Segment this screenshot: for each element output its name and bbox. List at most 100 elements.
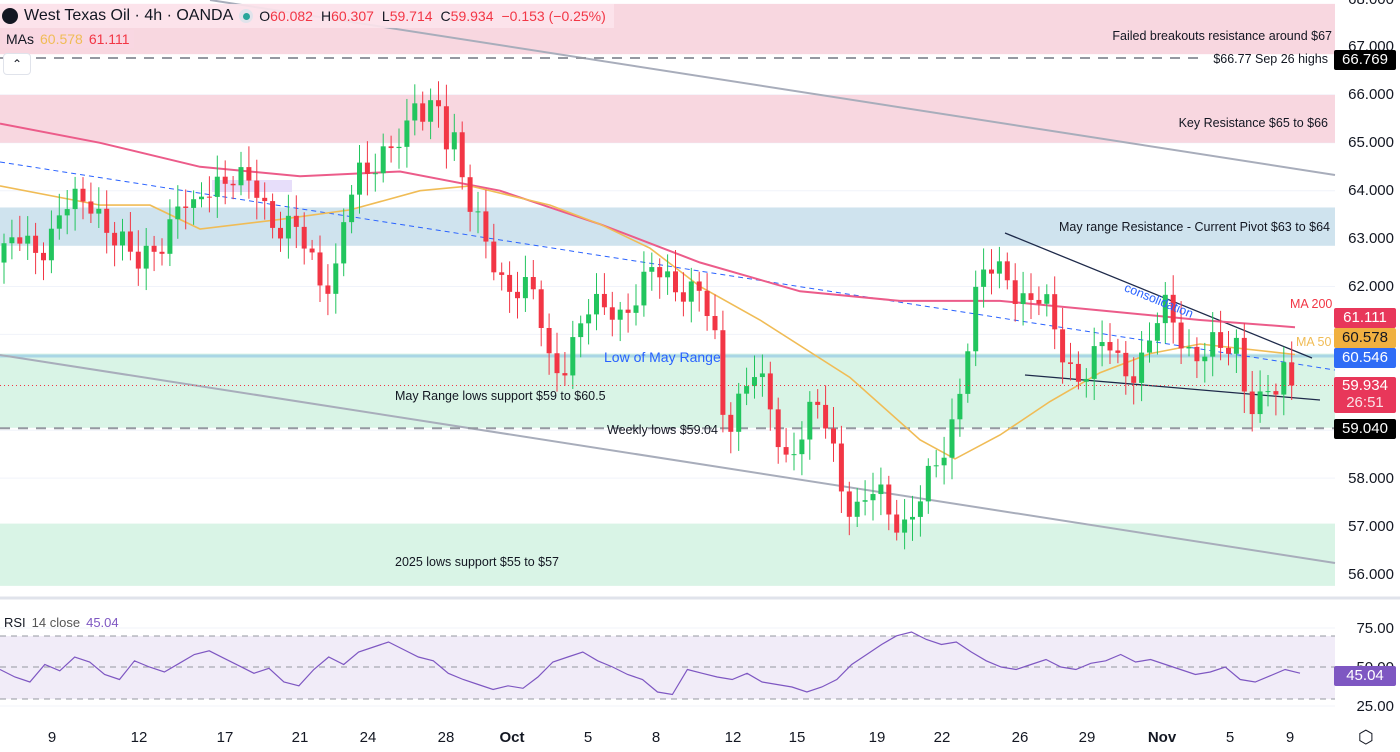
candle-body [483, 211, 489, 242]
rsi-legend[interactable]: RSI 14 close 45.04 [4, 615, 119, 630]
candle-body [167, 219, 173, 254]
candle-body [9, 237, 15, 244]
candle-body [72, 188, 78, 210]
candle-body [846, 491, 852, 517]
candle-body [1083, 378, 1089, 382]
candle-body [894, 514, 900, 533]
collapse-legend-button[interactable]: ⌃ [3, 53, 31, 75]
candle-body [293, 215, 299, 227]
candle-body [1139, 352, 1145, 383]
candle-body [996, 261, 1002, 274]
last-price: 59.934 [1342, 377, 1388, 394]
candle-body [33, 235, 39, 253]
rsi-line [0, 631, 1301, 696]
time-tick: 8 [651, 729, 661, 746]
candle-body [1107, 342, 1113, 351]
annotation-low-of-may-range: Low of May Range [604, 349, 721, 365]
candle-body [910, 516, 915, 520]
candle-body [285, 215, 291, 239]
candle-body [696, 281, 702, 291]
candle-body [230, 183, 236, 186]
annotation-failed-breakouts: Failed breakouts resistance around $67 [1112, 29, 1332, 43]
candle-body [475, 211, 481, 213]
candle-body [191, 199, 197, 208]
price-tick: 68.000 [1348, 0, 1394, 8]
candle-body [246, 167, 252, 181]
candle-body [317, 252, 323, 286]
candle-body [973, 286, 979, 352]
candle-body [1265, 391, 1271, 393]
candle-body [301, 226, 307, 249]
candle-body [467, 177, 473, 212]
candle-body [333, 263, 339, 294]
candle-body [349, 194, 355, 223]
candle-body [1060, 329, 1066, 363]
candle-body [309, 248, 315, 253]
candle-body [175, 206, 181, 220]
last-price-tag: 59.934 26:51 [1334, 377, 1396, 413]
candle-body [238, 167, 244, 186]
candle-body [688, 281, 694, 302]
candle-body [325, 285, 331, 294]
close-label: C [440, 8, 451, 24]
time-tick: 9 [1285, 729, 1295, 746]
candle-body [1178, 322, 1184, 349]
settings-icon[interactable]: ⬡ [1358, 727, 1374, 747]
candle-body [570, 337, 576, 376]
candle-body [56, 215, 62, 229]
candle-body [1273, 391, 1279, 395]
candle-body [1241, 337, 1247, 392]
ma-legend[interactable]: MAs 60.578 61.111 [2, 30, 134, 48]
price-tick: 66.000 [1348, 86, 1394, 103]
rsi-label: RSI [4, 615, 26, 630]
candle-body [1170, 294, 1176, 323]
candle-body [364, 162, 370, 174]
candle-body [120, 231, 125, 246]
time-tick: 5 [1225, 729, 1235, 746]
time-tick: 29 [1078, 729, 1096, 746]
candle-body [933, 465, 939, 467]
candle-body [1281, 362, 1287, 395]
candle-body [1186, 346, 1192, 349]
candle-body [41, 252, 46, 261]
candle-body [428, 100, 434, 122]
bar-countdown: 26:51 [1346, 394, 1384, 411]
candle-body [1249, 391, 1255, 415]
candle-body [412, 103, 418, 121]
candle-body [491, 241, 497, 273]
ma-label: MAs [6, 31, 34, 47]
candle-body [554, 353, 560, 374]
candle-body [451, 132, 457, 150]
candle-body [665, 271, 671, 278]
candle-body [902, 519, 908, 533]
candle-body [420, 103, 426, 122]
time-tick: 5 [583, 729, 593, 746]
candle-body [25, 235, 31, 244]
candle-body [183, 206, 189, 208]
annotation-sep26-highs: $66.77 Sep 26 highs [1213, 52, 1328, 66]
price-tick: 64.000 [1348, 182, 1394, 199]
candle-body [372, 173, 378, 175]
candle-body [546, 327, 552, 354]
candle-body [641, 271, 647, 306]
time-tick: Nov [1147, 729, 1177, 746]
price-tick: 63.000 [1348, 230, 1394, 247]
low-value: 59.714 [389, 8, 433, 24]
time-tick: 28 [437, 729, 455, 746]
candle-body [720, 330, 726, 415]
high-label: H [320, 8, 332, 24]
ma50-value: 60.578 [40, 31, 83, 47]
candle-body [1131, 376, 1137, 383]
candle-body [1004, 261, 1010, 281]
candle-body [1091, 346, 1097, 379]
candle-body [1036, 299, 1042, 304]
candle-body [594, 293, 599, 315]
time-tick: 26 [1011, 729, 1029, 746]
candle-body [1289, 362, 1295, 386]
zone-lows-2025 [0, 523, 1335, 586]
rsi-tick-75: 75.00 [1356, 620, 1394, 637]
chart-header: West Texas Oil · 4h · OANDA O60.082 H60.… [0, 4, 614, 28]
candle-body [578, 323, 584, 338]
symbol-title[interactable]: West Texas Oil · 4h · OANDA [24, 7, 234, 24]
